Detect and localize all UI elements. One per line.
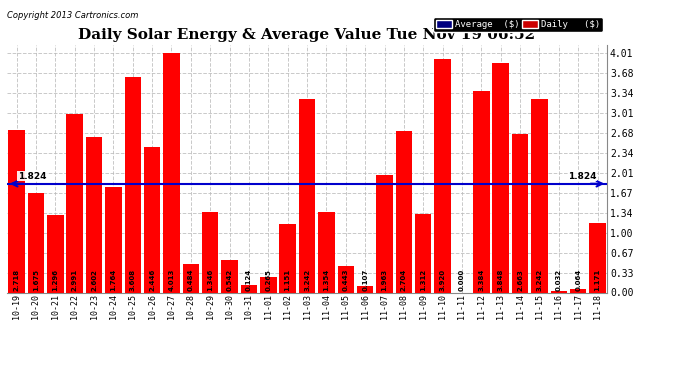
Bar xyxy=(260,277,277,292)
Text: 0.443: 0.443 xyxy=(343,269,348,291)
Text: 0.265: 0.265 xyxy=(266,269,271,291)
Bar xyxy=(221,260,238,292)
Bar xyxy=(183,264,199,292)
Text: 3.608: 3.608 xyxy=(130,269,136,291)
Text: 3.920: 3.920 xyxy=(440,269,446,291)
Text: 2.718: 2.718 xyxy=(14,269,19,291)
Text: 0.542: 0.542 xyxy=(226,269,233,291)
Bar xyxy=(8,130,25,292)
Bar xyxy=(531,99,548,292)
Text: 1.963: 1.963 xyxy=(382,269,388,291)
Text: 2.991: 2.991 xyxy=(72,269,78,291)
Bar xyxy=(124,77,141,292)
Text: 1.171: 1.171 xyxy=(595,269,600,291)
Bar xyxy=(473,91,490,292)
Bar xyxy=(512,134,529,292)
Text: 2.602: 2.602 xyxy=(91,269,97,291)
Text: 0.032: 0.032 xyxy=(555,269,562,291)
Text: 1.824: 1.824 xyxy=(17,172,46,181)
Bar xyxy=(493,63,509,292)
Bar xyxy=(241,285,257,292)
Text: 3.848: 3.848 xyxy=(497,269,504,291)
Text: 3.242: 3.242 xyxy=(536,269,542,291)
Bar xyxy=(66,114,83,292)
Bar xyxy=(299,99,315,292)
Text: 3.384: 3.384 xyxy=(478,269,484,291)
Text: 1.296: 1.296 xyxy=(52,269,59,291)
Bar xyxy=(337,266,354,292)
Bar xyxy=(105,187,121,292)
Text: 2.446: 2.446 xyxy=(149,269,155,291)
Text: 1.312: 1.312 xyxy=(420,269,426,291)
Bar xyxy=(202,212,219,292)
Bar xyxy=(164,53,179,292)
Bar xyxy=(395,131,412,292)
Text: 2.663: 2.663 xyxy=(517,269,523,291)
Bar xyxy=(144,147,160,292)
Bar xyxy=(279,224,296,292)
Bar xyxy=(28,193,44,292)
Bar xyxy=(415,214,431,292)
Bar xyxy=(551,291,567,292)
Bar xyxy=(47,215,63,292)
Text: 3.242: 3.242 xyxy=(304,269,310,291)
Bar xyxy=(376,176,393,292)
Bar xyxy=(318,212,335,292)
Text: 1.675: 1.675 xyxy=(33,269,39,291)
Text: 0.000: 0.000 xyxy=(459,269,465,291)
Bar xyxy=(435,59,451,292)
Bar xyxy=(570,289,586,292)
Bar xyxy=(357,286,373,292)
Text: 0.107: 0.107 xyxy=(362,269,368,291)
Text: 0.124: 0.124 xyxy=(246,269,252,291)
Bar xyxy=(86,137,102,292)
Text: 0.484: 0.484 xyxy=(188,269,194,291)
Text: Copyright 2013 Cartronics.com: Copyright 2013 Cartronics.com xyxy=(7,11,138,20)
Text: 1.764: 1.764 xyxy=(110,269,117,291)
Text: 1.824: 1.824 xyxy=(568,172,597,181)
Text: 1.151: 1.151 xyxy=(285,269,290,291)
Text: 1.354: 1.354 xyxy=(324,269,329,291)
Title: Daily Solar Energy & Average Value Tue Nov 19 06:52: Daily Solar Energy & Average Value Tue N… xyxy=(79,28,535,42)
Bar xyxy=(589,223,606,292)
Text: 2.704: 2.704 xyxy=(401,269,407,291)
Text: 1.346: 1.346 xyxy=(207,269,213,291)
Legend: Average  ($), Daily   ($): Average ($), Daily ($) xyxy=(433,17,602,32)
Text: 4.013: 4.013 xyxy=(168,269,175,291)
Text: 0.064: 0.064 xyxy=(575,269,581,291)
